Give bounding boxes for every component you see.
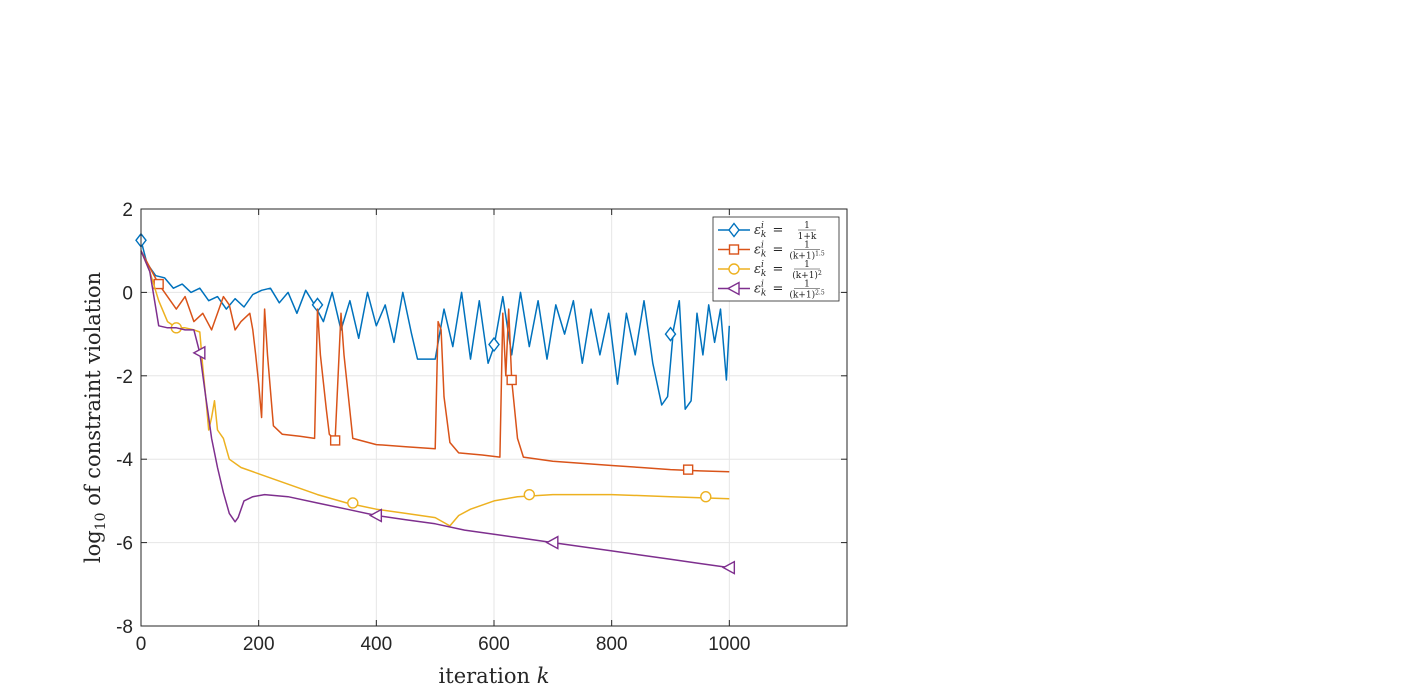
legend-entry-2: εi k = 1(k+1)2 [718, 260, 822, 281]
x-axis-label: iteration k [439, 664, 550, 688]
series-0-marker-2 [488, 336, 500, 353]
legend-num-2: 1 [804, 260, 810, 270]
legend-entry-0: εi k = 11+k [718, 221, 817, 242]
y-tick-label-4: 0 [122, 283, 133, 304]
series-2-marker-3 [700, 491, 712, 503]
legend-entry-1: εi k = 1(k+1)1.5 [718, 241, 825, 262]
legend-marker-0 [728, 222, 740, 238]
series-2-marker-1 [347, 497, 359, 509]
series-0 [135, 232, 731, 410]
x-tick-label-0: 0 [136, 634, 147, 655]
y-tick-label-1: -6 [116, 534, 133, 555]
series-1-marker-1 [329, 435, 341, 446]
x-tick-label-1: 200 [243, 634, 275, 655]
legend-num-3: 1 [804, 280, 810, 290]
series-line-3 [140, 250, 730, 569]
series-3-marker-1 [368, 508, 383, 523]
x-axis-label-text: iteration [439, 664, 530, 688]
y-axis-label-sub: 10 [93, 512, 109, 530]
series-1-marker-2 [506, 374, 517, 386]
series-lines [135, 232, 736, 575]
series-3 [140, 250, 736, 575]
series-1-marker-3 [682, 464, 694, 475]
series-1 [140, 250, 730, 475]
x-tick-label-3: 600 [478, 634, 510, 655]
y-tick-label-3: -2 [116, 367, 133, 388]
series-3-marker-0 [192, 345, 206, 361]
y-axis-label-post: of constraint violation [81, 272, 105, 513]
tick-labels: 0 200 400 600 800 1000 -8 -6 -4 -2 0 2 [116, 200, 750, 655]
series-3-marker-3 [721, 560, 736, 575]
legend-marker-3 [726, 281, 740, 296]
legend-num-1: 1 [804, 241, 810, 251]
legend: εi k = 11+kεi k = 1(k+1)1.5εi k = 1(k+1)2εi k =… [712, 216, 840, 302]
y-tick-label-5: 2 [122, 200, 133, 221]
legend-label-0: εi k = [754, 221, 783, 240]
y-tick-label-0: -8 [116, 617, 133, 638]
legend-marker-1 [728, 244, 740, 255]
legend-den-1: (k+1)1.5 [789, 251, 824, 262]
legend-num-0: 1 [804, 221, 810, 231]
axes [140, 208, 848, 627]
legend-marker-2 [728, 263, 740, 275]
y-axis-label-pre: log [81, 530, 105, 563]
legend-den-0: 1+k [798, 232, 817, 242]
series-3-marker-2 [545, 535, 559, 550]
legend-label-3: εi k = [754, 280, 783, 299]
x-tick-label-5: 1000 [708, 634, 750, 655]
series-1-marker-0 [153, 278, 164, 290]
legend-den-3: (k+1)2.5 [789, 290, 824, 301]
legend-label-2: εi k = [754, 260, 783, 279]
series-line-0 [140, 240, 731, 410]
y-tick-label-2: -4 [116, 450, 133, 471]
series-0-marker-3 [664, 326, 677, 342]
series-line-2 [140, 250, 730, 527]
x-axis-label-var: k [537, 664, 550, 688]
y-axis-label: log10 of constraint violation [81, 272, 109, 563]
legend-entry-3: εi k = 1(k+1)2.5 [718, 280, 825, 301]
x-tick-label-2: 400 [360, 634, 392, 655]
legend-label-1: εi k = [754, 241, 783, 260]
legend-den-2: (k+1)2 [792, 270, 822, 281]
x-tick-label-4: 800 [596, 634, 628, 655]
series-2-marker-2 [523, 488, 535, 501]
